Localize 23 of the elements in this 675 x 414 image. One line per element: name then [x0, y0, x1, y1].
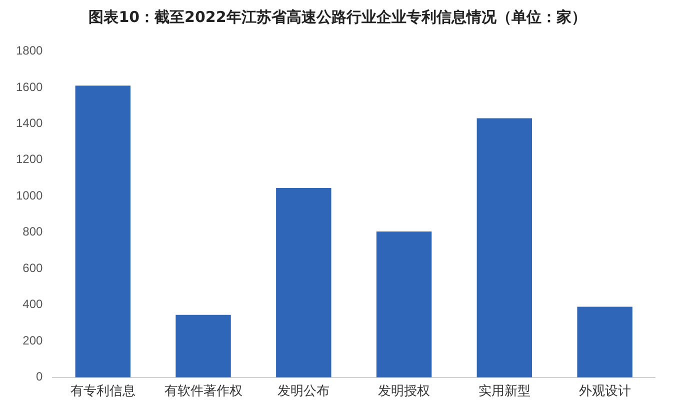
bar	[176, 314, 231, 378]
x-tick-label: 发明公布	[278, 382, 330, 398]
y-tick-label: 1600	[16, 80, 44, 94]
x-tick-label: 实用新型	[478, 382, 530, 398]
x-tick-label: 有专利信息	[70, 382, 136, 398]
y-tick-label: 200	[22, 333, 44, 348]
y-tick-label: 1800	[16, 44, 44, 58]
bar	[577, 306, 632, 378]
bar	[476, 118, 532, 378]
chart-title: 图表10：截至2022年江苏省高速公路行业企业专利信息情况（单位：家）	[88, 7, 588, 28]
y-tick-label: 0	[36, 370, 44, 384]
bar	[276, 188, 332, 378]
y-tick-label: 800	[22, 224, 44, 239]
y-tick-label: 1200	[16, 152, 44, 166]
y-tick-label: 1000	[16, 188, 44, 202]
y-tick-label: 600	[22, 260, 44, 275]
y-tick-label: 1400	[16, 116, 44, 130]
x-tick-label: 发明授权	[378, 382, 430, 398]
x-tick-label: 有软件著作权	[164, 382, 242, 398]
bar	[376, 232, 432, 378]
x-tick-label: 外观设计	[578, 382, 631, 398]
y-tick-label: 400	[22, 297, 44, 312]
bar	[75, 86, 130, 378]
